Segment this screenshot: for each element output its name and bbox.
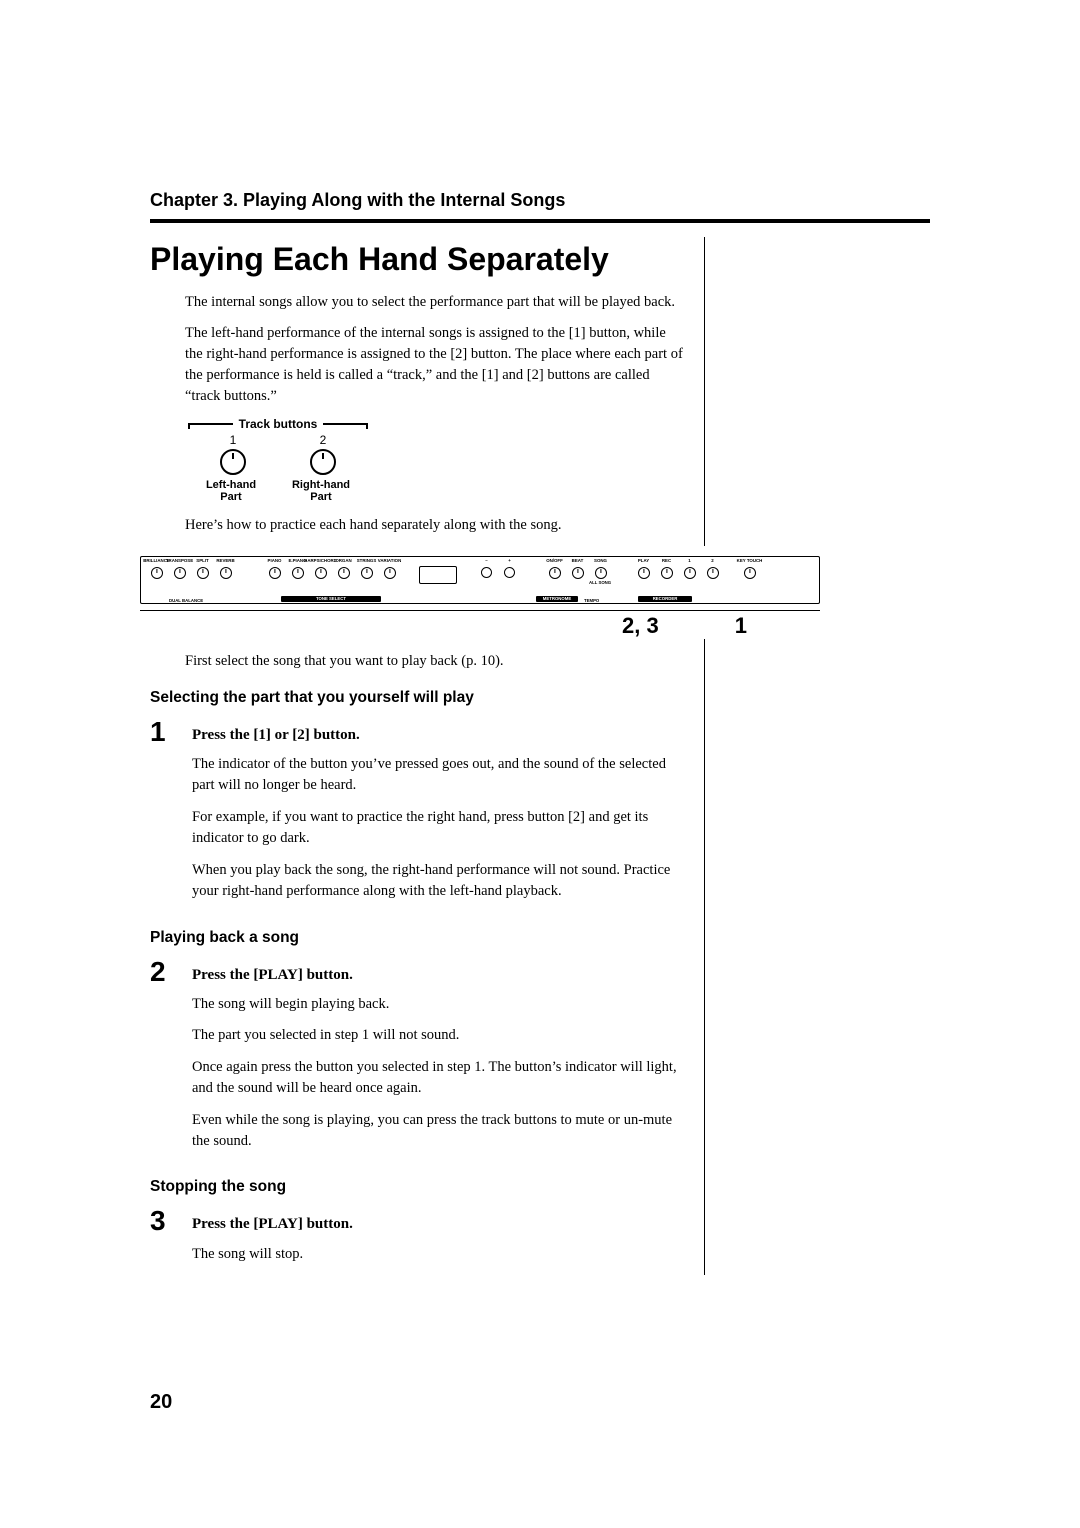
right-column [705, 237, 930, 546]
step-3: 3 Press the [PLAY] button. The song will… [150, 1207, 686, 1275]
panel-sub-tempo: TEMPO [584, 598, 599, 603]
intro-p2: The left-hand performance of the interna… [185, 323, 686, 407]
pointer-23: 2, 3 [622, 613, 659, 639]
panel-baseline [140, 610, 820, 611]
manual-page: Chapter 3. Playing Along with the Intern… [0, 0, 1080, 1528]
section-title: Playing Each Hand Separately [150, 241, 686, 278]
dial-transpose [174, 567, 186, 579]
track-lh-b: Part [220, 491, 241, 503]
dial-harpsichord [315, 567, 327, 579]
dial-beat [572, 567, 584, 579]
dial-keytouch [744, 567, 756, 579]
dial-variation [384, 567, 396, 579]
dial-2 [707, 567, 719, 579]
sec1-p1: The indicator of the button you’ve press… [192, 754, 686, 797]
dial-brilliance [151, 567, 163, 579]
panel-figure: BRILLIANCE TRANSPOSE SPLIT REVERB PIANO … [140, 556, 820, 639]
track-rh-b: Part [310, 491, 331, 503]
panel-group-4: ON/OFF BEAT SONG [545, 559, 610, 579]
sec1-p3: When you play back the song, the right-h… [192, 860, 686, 903]
track-rh-a: Right-hand [292, 479, 350, 491]
track-num-2: 2 [320, 433, 327, 447]
intro-block: The internal songs allow you to select t… [185, 292, 686, 407]
panel-sub-allsong: ALL SONG [589, 580, 611, 585]
sec3-title: Stopping the song [150, 1176, 686, 1199]
panel-group-6: KEY TOUCH [740, 559, 759, 579]
chapter-heading: Chapter 3. Playing Along with the Intern… [150, 190, 930, 211]
sec1-p2: For example, if you want to practice the… [192, 807, 686, 850]
dial-organ [338, 567, 350, 579]
howto-line: Here’s how to practice each hand separat… [185, 515, 686, 536]
dial-strings [361, 567, 373, 579]
step-3-head: Press the [PLAY] button. [192, 1213, 686, 1235]
track-buttons-figure: Track buttons 1 2 Left-handPart Right-ha… [188, 417, 368, 503]
sec2-p4: Even while the song is playing, you can … [192, 1110, 686, 1153]
panel-group-5: PLAY REC 1 2 [634, 559, 722, 579]
dial-onoff [549, 567, 561, 579]
body-left: First select the song that you want to p… [150, 639, 705, 1275]
dial-play [638, 567, 650, 579]
intro-p1: The internal songs allow you to select t… [185, 292, 686, 313]
step-2-num: 2 [150, 958, 176, 1163]
body-columns: First select the song that you want to p… [150, 639, 930, 1275]
sec2-p2: The part you selected in step 1 will not… [192, 1025, 686, 1046]
step-2-head: Press the [PLAY] button. [192, 964, 686, 986]
panel-display [419, 566, 457, 584]
panel-sub-dualbalance: DUAL BALANCE [169, 598, 203, 603]
panel-bar-toneselect: TONE SELECT [281, 596, 381, 602]
dial-reverb [220, 567, 232, 579]
rule-heavy [150, 219, 930, 223]
panel-bar-recorder: RECORDER [638, 596, 692, 602]
track-lh-a: Left-hand [206, 479, 256, 491]
panel-group-1: BRILLIANCE TRANSPOSE SPLIT REVERB [147, 559, 235, 579]
dial-rec [661, 567, 673, 579]
page-number: 20 [150, 1391, 172, 1414]
panel-group-3: – + [477, 559, 519, 578]
panel-bar-metronome: METRONOME [536, 596, 578, 602]
btn-minus [481, 567, 492, 578]
btn-plus [504, 567, 515, 578]
step-2: 2 Press the [PLAY] button. The song will… [150, 958, 686, 1163]
track-dial-2 [310, 449, 336, 475]
sec1-title: Selecting the part that you yourself wil… [150, 687, 686, 710]
track-num-1: 1 [230, 433, 237, 447]
step-1-num: 1 [150, 718, 176, 913]
step-1-head: Press the [1] or [2] button. [192, 724, 686, 746]
dial-1 [684, 567, 696, 579]
sec2-title: Playing back a song [150, 927, 686, 950]
dial-epiano [292, 567, 304, 579]
dial-piano [269, 567, 281, 579]
sec2-p1: The song will begin playing back. [192, 994, 686, 1015]
pointer-1: 1 [735, 613, 747, 639]
sec2-p3: Once again press the button you selected… [192, 1057, 686, 1100]
track-dial-1 [220, 449, 246, 475]
panel-pointers: 2, 3 1 [140, 613, 820, 639]
track-buttons-label: Track buttons [239, 417, 318, 431]
step-3-num: 3 [150, 1207, 176, 1275]
panel-group-2: PIANO E.PIANO HARPSICHORD ORGAN STRINGS … [265, 559, 399, 579]
panel-border: BRILLIANCE TRANSPOSE SPLIT REVERB PIANO … [140, 556, 820, 604]
left-column: Playing Each Hand Separately The interna… [150, 237, 705, 546]
dial-split [197, 567, 209, 579]
dial-song [595, 567, 607, 579]
step-1: 1 Press the [1] or [2] button. The indic… [150, 718, 686, 913]
first-select: First select the song that you want to p… [185, 651, 686, 672]
two-columns: Playing Each Hand Separately The interna… [150, 237, 930, 546]
sec3-p1: The song will stop. [192, 1244, 686, 1265]
track-buttons-header: Track buttons [188, 417, 368, 431]
